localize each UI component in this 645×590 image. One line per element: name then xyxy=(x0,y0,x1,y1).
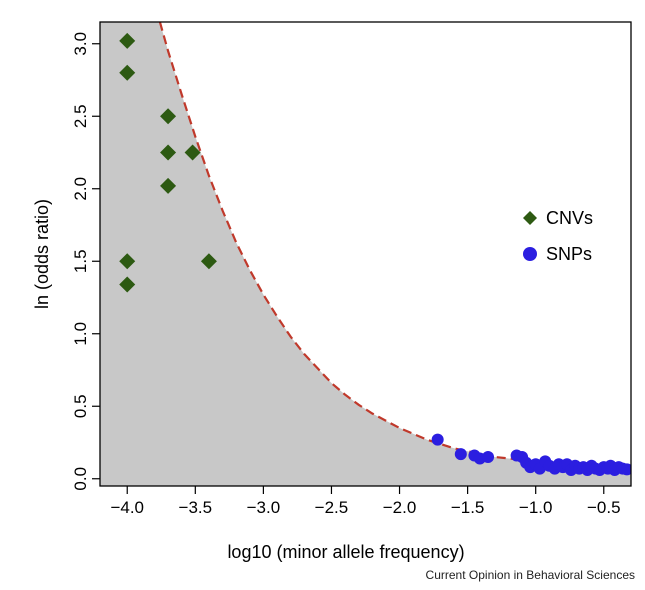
legend: CNVs SNPs xyxy=(523,208,593,264)
cnv-point xyxy=(119,276,136,293)
x-tick-label: −0.5 xyxy=(587,498,621,517)
y-axis-title: ln (odds ratio) xyxy=(32,199,52,309)
x-tick-label: −1.5 xyxy=(451,498,485,517)
cnv-point xyxy=(160,108,177,125)
fitted-curve xyxy=(158,22,631,471)
cnv-point xyxy=(160,177,177,194)
x-tick-label: −1.0 xyxy=(519,498,553,517)
snp-point xyxy=(620,463,631,476)
shaded-region xyxy=(100,22,631,486)
y-tick-label: 3.0 xyxy=(71,32,90,56)
cnv-point xyxy=(160,144,177,161)
cnv-point xyxy=(119,64,136,81)
y-tick-label: 0.5 xyxy=(71,394,90,418)
y-tick-label: 1.5 xyxy=(71,249,90,273)
y-tick-label: 0.0 xyxy=(71,467,90,491)
snp-point xyxy=(454,448,467,461)
legend-label: SNPs xyxy=(546,244,592,264)
x-tick-label: −2.0 xyxy=(383,498,417,517)
x-tick-label: −2.5 xyxy=(315,498,349,517)
y-tick-label: 2.0 xyxy=(71,177,90,201)
x-tick-label: −4.0 xyxy=(110,498,144,517)
snp-point xyxy=(482,451,495,463)
y-tick-label: 2.5 xyxy=(71,104,90,128)
x-axis: −4.0 −3.5 −3.0 −2.5 −2.0 −1.5 −1.0 −0.5 xyxy=(110,486,621,517)
plot-area xyxy=(100,22,631,486)
y-tick-label: 1.0 xyxy=(71,322,90,346)
credit-line: Current Opinion in Behavioral Sciences xyxy=(425,568,635,582)
x-tick-label: −3.0 xyxy=(247,498,281,517)
legend-label: CNVs xyxy=(546,208,593,228)
y-axis: 0.0 0.5 1.0 1.5 2.0 2.5 3.0 xyxy=(71,32,100,491)
legend-cnv-marker xyxy=(523,211,537,225)
cnv-point xyxy=(200,253,217,270)
cnv-point xyxy=(119,253,136,270)
cnv-point xyxy=(119,32,136,49)
cnv-point xyxy=(184,144,201,161)
legend-snp-marker xyxy=(523,247,537,261)
snp-point xyxy=(431,433,444,446)
x-tick-label: −3.5 xyxy=(179,498,213,517)
plot-frame xyxy=(99,21,632,487)
x-axis-title: log10 (minor allele frequency) xyxy=(227,542,464,562)
data-points xyxy=(119,32,631,477)
